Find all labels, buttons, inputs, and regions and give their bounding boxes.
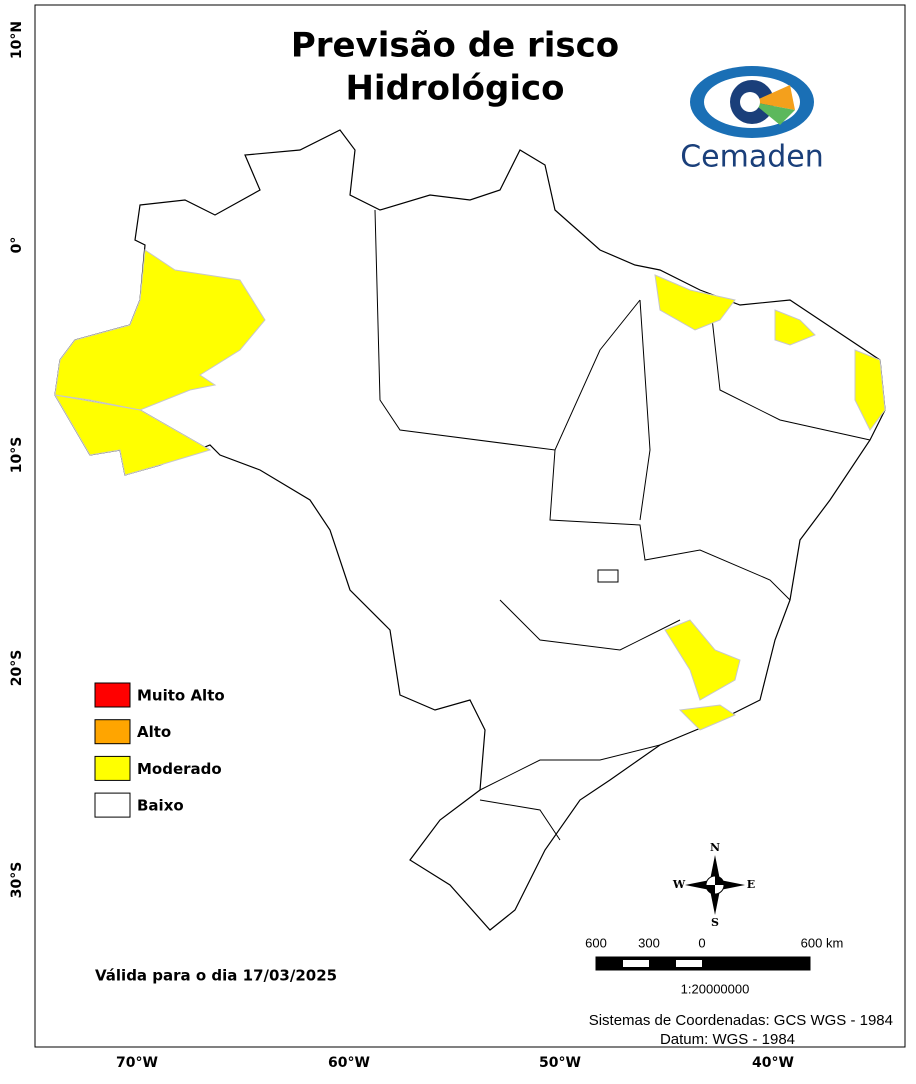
federal-district xyxy=(597,569,619,583)
moderate-risk-areas xyxy=(54,249,886,731)
lat-label: 20°S xyxy=(9,650,25,687)
scale-label: 600 xyxy=(585,935,607,950)
legend-label: Alto xyxy=(137,723,171,741)
compass-label: S xyxy=(711,916,719,929)
lon-label: 60°W xyxy=(328,1055,370,1071)
title: Hidrológico xyxy=(345,69,564,109)
lat-label: 10°N xyxy=(9,21,25,59)
title: Previsão de risco xyxy=(291,26,619,66)
logo: Cemaden xyxy=(680,66,824,175)
legend-swatch xyxy=(94,792,131,818)
crs: Sistemas de Coordenadas: GCS WGS - 1984 xyxy=(589,1012,893,1029)
scale-bar xyxy=(595,956,811,971)
legend-label: Baixo xyxy=(137,797,184,815)
lat-label: 30°S xyxy=(9,862,25,899)
legend-label: Muito Alto xyxy=(137,687,225,705)
legend-label: Moderado xyxy=(137,760,222,778)
legend-swatch xyxy=(94,755,131,781)
state-borders xyxy=(54,209,871,841)
compass-label: N xyxy=(710,841,720,854)
compass: N S W E xyxy=(672,841,755,929)
legend-swatch xyxy=(94,719,131,745)
datum: Datum: WGS - 1984 xyxy=(660,1031,795,1048)
scale-label: 300 xyxy=(638,935,660,950)
scale-label: 0 xyxy=(698,935,705,950)
lat-label: 0° xyxy=(9,237,25,254)
lon-label: 70°W xyxy=(116,1055,158,1071)
legend-swatch xyxy=(94,682,131,708)
scale-label: 600 km xyxy=(801,935,844,950)
lon-label: 50°W xyxy=(539,1055,581,1071)
compass-label: W xyxy=(672,878,686,891)
lat-label: 10°S xyxy=(9,437,25,474)
logo-text: Cemaden xyxy=(680,140,824,175)
valid-date: Válida para o dia 17/03/2025 xyxy=(95,967,337,985)
scale-ratio: 1:20000000 xyxy=(681,981,750,996)
lon-label: 40°W xyxy=(752,1055,794,1071)
legend: Muito Alto Alto Moderado Baixo xyxy=(94,682,225,818)
compass-label: E xyxy=(747,878,755,891)
